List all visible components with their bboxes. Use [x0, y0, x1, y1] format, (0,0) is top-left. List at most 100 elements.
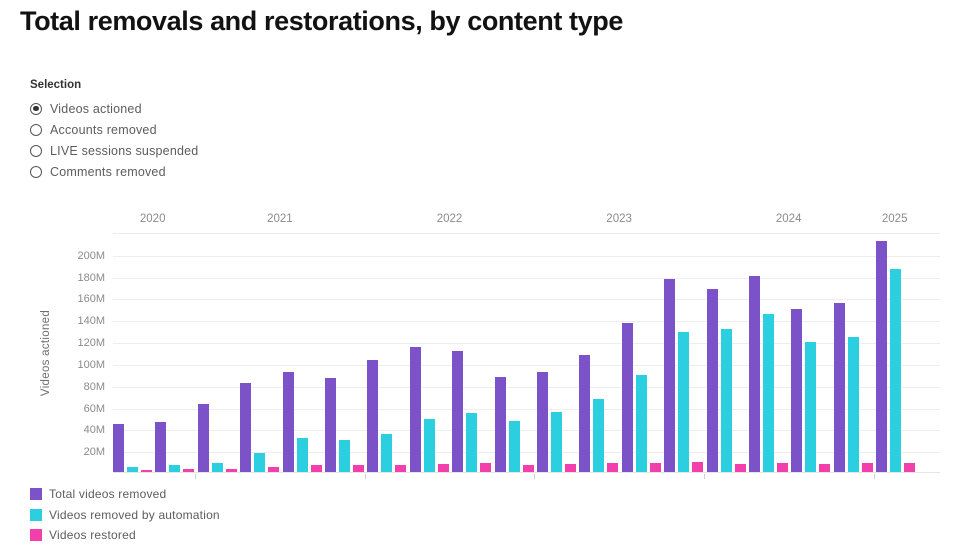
- radio-unselected-icon[interactable]: [30, 165, 42, 178]
- bar-total-videos-removed-2021-q2[interactable]: [240, 383, 252, 472]
- bar-total-videos-removed-2022-q3[interactable]: [452, 350, 464, 472]
- bar-videos-restored-2022-q1[interactable]: [395, 464, 407, 472]
- bar-total-videos-removed-2021-q1[interactable]: [197, 403, 209, 472]
- bar-videos-restored-2025-q1[interactable]: [904, 463, 916, 472]
- radio-option-videos-actioned[interactable]: Videos actioned: [30, 98, 198, 119]
- bar-total-videos-removed-2025-q1[interactable]: [876, 240, 888, 472]
- bar-videos-removed-by-automation-2022-q1[interactable]: [381, 433, 393, 472]
- bar-videos-restored-2020-q3[interactable]: [141, 470, 152, 472]
- bar-videos-removed-by-automation-2021-q4[interactable]: [339, 439, 350, 472]
- year-label-2024: 2024: [775, 213, 802, 225]
- legend-item-videos-restored[interactable]: Videos restored: [30, 525, 220, 546]
- bar-videos-removed-by-automation-2021-q1[interactable]: [211, 463, 223, 472]
- bar-total-videos-removed-2023-q1[interactable]: [537, 372, 548, 472]
- year-label-2020: 2020: [139, 213, 166, 225]
- bar-videos-restored-2021-q4[interactable]: [353, 465, 364, 472]
- bar-videos-restored-2022-q2[interactable]: [437, 464, 449, 472]
- bar-videos-restored-2021-q1[interactable]: [225, 468, 237, 472]
- bar-videos-restored-2023-q4[interactable]: [692, 462, 704, 472]
- bar-total-videos-removed-2024-q2[interactable]: [749, 276, 760, 472]
- chart-legend: Total videos removed Videos removed by au…: [30, 484, 220, 546]
- y-tick-label: 160M: [77, 293, 105, 306]
- bar-videos-restored-2022-q3[interactable]: [480, 463, 492, 472]
- bar-total-videos-removed-2021-q4[interactable]: [325, 377, 336, 472]
- bar-videos-removed-by-automation-2023-q2[interactable]: [593, 398, 605, 472]
- gridline: [113, 299, 940, 301]
- year-boundary-tick: [873, 474, 875, 479]
- bar-videos-restored-2023-q1[interactable]: [565, 464, 576, 472]
- radio-unselected-icon[interactable]: [30, 123, 42, 136]
- bar-videos-restored-2023-q3[interactable]: [649, 462, 661, 472]
- bar-total-videos-removed-2024-q3[interactable]: [791, 309, 803, 472]
- year-label-2021: 2021: [267, 213, 293, 225]
- bar-videos-removed-by-automation-2024-q1[interactable]: [720, 329, 732, 472]
- y-tick-label: 80M: [83, 380, 105, 393]
- gridline: [113, 343, 940, 345]
- bar-total-videos-removed-2021-q3[interactable]: [282, 371, 294, 472]
- bar-total-videos-removed-2022-q2[interactable]: [409, 347, 421, 472]
- legend-label: Videos restored: [49, 528, 136, 543]
- bar-total-videos-removed-2023-q3[interactable]: [621, 322, 633, 472]
- legend-item-videos-removed-by-automation[interactable]: Videos removed by automation: [30, 505, 220, 526]
- year-boundary-tick: [703, 474, 705, 479]
- gridline: [113, 408, 940, 410]
- bar-videos-removed-by-automation-2023-q4[interactable]: [678, 331, 690, 472]
- bar-total-videos-removed-2024-q1[interactable]: [706, 288, 718, 472]
- bar-videos-removed-by-automation-2021-q3[interactable]: [296, 437, 308, 472]
- bar-total-videos-removed-2020-q3[interactable]: [113, 424, 124, 472]
- bar-videos-removed-by-automation-2022-q2[interactable]: [423, 419, 435, 472]
- bar-videos-removed-by-automation-2024-q4[interactable]: [847, 336, 859, 472]
- bar-videos-removed-by-automation-2024-q2[interactable]: [763, 313, 774, 472]
- bar-videos-removed-by-automation-2022-q4[interactable]: [508, 420, 520, 472]
- bar-videos-removed-by-automation-2023-q1[interactable]: [551, 412, 562, 472]
- radio-option-label: Accounts removed: [50, 122, 157, 137]
- gridline: [113, 386, 940, 388]
- y-tick-label: 140M: [77, 315, 105, 328]
- radio-option-label: LIVE sessions suspended: [50, 143, 199, 158]
- radio-option-comments-removed[interactable]: Comments removed: [30, 161, 198, 182]
- radio-option-label: Videos actioned: [50, 101, 142, 116]
- bar-videos-restored-2021-q3[interactable]: [310, 465, 322, 472]
- bar-videos-restored-2024-q3[interactable]: [819, 463, 831, 472]
- bar-videos-restored-2024-q4[interactable]: [861, 462, 873, 472]
- y-tick-label: 200M: [77, 249, 105, 262]
- bar-videos-restored-2024-q2[interactable]: [777, 463, 788, 472]
- legend-item-total-videos-removed[interactable]: Total videos removed: [30, 484, 220, 505]
- bar-total-videos-removed-2023-q2[interactable]: [579, 355, 591, 472]
- bar-videos-removed-by-automation-2024-q3[interactable]: [805, 341, 817, 472]
- gridline: [113, 364, 940, 366]
- bar-videos-restored-2023-q2[interactable]: [607, 463, 619, 472]
- radio-option-live-sessions-suspended[interactable]: LIVE sessions suspended: [30, 140, 198, 161]
- radio-option-accounts-removed[interactable]: Accounts removed: [30, 119, 198, 140]
- bar-videos-removed-by-automation-2020-q4[interactable]: [169, 465, 181, 472]
- gridline: [113, 255, 940, 257]
- legend-label: Total videos removed: [49, 487, 167, 502]
- bar-total-videos-removed-2023-q4[interactable]: [664, 279, 676, 472]
- bar-videos-removed-by-automation-2022-q3[interactable]: [466, 413, 478, 472]
- year-boundary-tick: [195, 474, 197, 479]
- bar-videos-removed-by-automation-2023-q3[interactable]: [635, 375, 647, 472]
- bar-total-videos-removed-2024-q4[interactable]: [833, 303, 845, 472]
- radio-unselected-icon[interactable]: [30, 144, 42, 157]
- legend-label: Videos removed by automation: [49, 507, 220, 522]
- year-label-2022: 2022: [436, 213, 463, 225]
- selection-radio-group: Videos actioned Accounts removed LIVE sess…: [30, 98, 198, 182]
- bar-videos-restored-2022-q4[interactable]: [522, 465, 534, 472]
- y-axis-title-text: Videos actioned: [40, 309, 53, 397]
- bar-videos-removed-by-automation-2020-q3[interactable]: [127, 467, 138, 472]
- y-tick-label: 40M: [83, 424, 105, 437]
- year-boundary-tick: [534, 474, 536, 479]
- bar-videos-removed-by-automation-2025-q1[interactable]: [890, 269, 902, 472]
- radio-selected-icon[interactable]: [30, 102, 42, 115]
- bar-videos-restored-2021-q2[interactable]: [268, 466, 280, 472]
- bar-total-videos-removed-2022-q1[interactable]: [367, 359, 379, 472]
- selection-heading: Selection: [30, 79, 82, 91]
- bar-videos-removed-by-automation-2021-q2[interactable]: [254, 452, 266, 472]
- year-boundary-tick: [364, 474, 366, 479]
- bar-total-videos-removed-2022-q4[interactable]: [494, 377, 506, 472]
- page-title: Total removals and restorations, by cont…: [20, 6, 623, 36]
- bar-videos-restored-2024-q1[interactable]: [734, 464, 746, 472]
- bar-videos-restored-2020-q4[interactable]: [183, 469, 195, 472]
- selection-panel: Selection Videos actioned Accounts remove…: [30, 79, 198, 182]
- bar-total-videos-removed-2020-q4[interactable]: [155, 421, 167, 472]
